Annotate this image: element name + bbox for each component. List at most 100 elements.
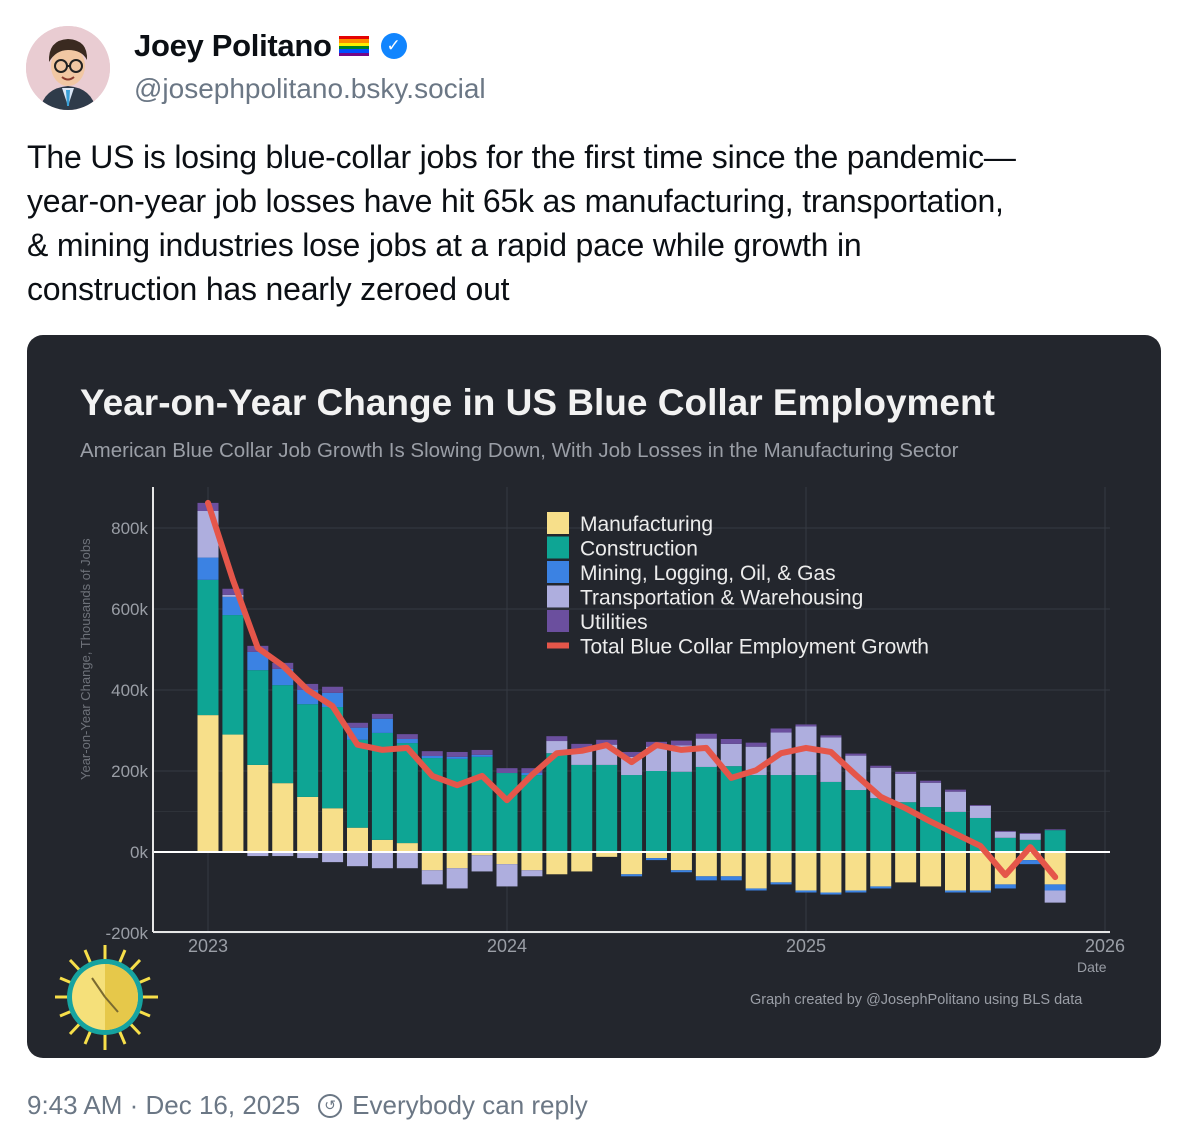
bar-construction [446, 758, 468, 852]
bar-manufacturing [521, 852, 543, 871]
bar-mining [421, 756, 443, 759]
post-text-line: & mining industries lose jobs at a rapid… [27, 227, 862, 263]
legend-swatch-utilities [547, 610, 569, 632]
bar-construction [920, 807, 942, 852]
y-tick-label: 0k [130, 843, 148, 862]
bar-manufacturing [272, 783, 294, 852]
bar-utilities [870, 765, 892, 768]
bar-mining [247, 651, 269, 671]
bar-transport [969, 805, 991, 818]
legend-swatch-transport [547, 585, 569, 608]
bar-construction [695, 766, 717, 852]
bar-manufacturing [347, 827, 368, 852]
bar-mining [845, 890, 867, 893]
verified-check-icon[interactable]: ✓ [380, 33, 407, 59]
bar-manufacturing [870, 852, 892, 887]
bar-utilities [845, 753, 867, 756]
bar-construction [322, 707, 344, 809]
bar-manufacturing [546, 852, 568, 875]
bar-transport [994, 831, 1016, 838]
bar-transport [1019, 833, 1041, 840]
x-axis-label: Date [1077, 959, 1107, 975]
reply-setting[interactable]: Everybody can reply [352, 1090, 588, 1120]
bar-construction [720, 766, 742, 852]
bar-manufacturing [695, 852, 717, 877]
post-text-line: The US is losing blue-collar jobs for th… [27, 139, 1016, 175]
bar-construction [621, 775, 643, 852]
bar-utilities [546, 736, 568, 742]
bar-utilities [571, 743, 593, 749]
bar-construction [745, 775, 767, 852]
bar-transport [521, 870, 543, 877]
y-tick-label: -200k [105, 924, 148, 943]
legend-swatch-total [547, 642, 569, 649]
bar-construction [471, 756, 493, 852]
x-tick-label: 2026 [1085, 936, 1125, 956]
author-handle[interactable]: @josephpolitano.bsky.social [134, 73, 486, 104]
bar-manufacturing [770, 852, 792, 883]
sun-logo-icon [55, 945, 158, 1050]
bar-transport [371, 852, 393, 869]
bar-manufacturing [571, 852, 593, 872]
bar-utilities [895, 771, 917, 774]
bar-manufacturing [895, 852, 917, 883]
bar-utilities [994, 830, 1016, 832]
bar-utilities [720, 739, 742, 744]
bar-construction [820, 781, 842, 852]
bar-utilities [820, 735, 842, 738]
bar-manufacturing [1019, 852, 1041, 861]
bar-mining [621, 874, 643, 877]
bar-utilities [1019, 832, 1041, 834]
avatar-illustration [26, 26, 110, 110]
x-tick-labels: 2023 2024 2025 2026 [188, 936, 1125, 956]
bar-construction [371, 732, 393, 840]
chart-svg: Year-on-Year Change in US Blue Collar Em… [55, 382, 1125, 1050]
bar-utilities [745, 742, 767, 747]
bar-manufacturing [371, 839, 393, 852]
post-timestamp[interactable]: 9:43 AM · Dec 16, 2025 [27, 1090, 301, 1120]
y-tick-label: 400k [111, 681, 148, 700]
bar-manufacturing [920, 852, 942, 887]
bar-mining [945, 890, 966, 893]
bar-transport [396, 852, 418, 869]
bar-mining [795, 890, 817, 893]
bar-utilities [795, 724, 817, 727]
bar-transport [720, 743, 742, 767]
bar-mining [396, 739, 418, 744]
rainbow-flag-icon [338, 36, 369, 56]
bar-utilities [446, 751, 468, 757]
chart-image[interactable]: Year-on-Year Change in US Blue Collar Em… [27, 335, 1161, 1058]
bar-mining [820, 892, 842, 895]
bar-utilities [471, 749, 493, 755]
bar-construction [546, 753, 568, 852]
bar-construction [870, 798, 892, 852]
bar-transport [446, 868, 468, 889]
bar-manufacturing [820, 852, 842, 893]
bar-manufacturing [446, 852, 468, 869]
bar-manufacturing [994, 852, 1016, 885]
author-display-name[interactable]: Joey Politano [134, 28, 332, 63]
bar-manufacturing [720, 852, 742, 877]
bar-manufacturing [496, 852, 518, 865]
bar-transport [347, 852, 368, 867]
bar-construction [895, 802, 917, 852]
bar-utilities [371, 713, 393, 719]
bar-manufacturing [969, 852, 991, 891]
avatar[interactable] [26, 26, 110, 110]
legend-label: Construction [580, 538, 698, 561]
bar-construction [521, 775, 543, 852]
bar-construction [845, 790, 867, 852]
bar-utilities [695, 733, 717, 739]
bar-transport [247, 852, 269, 857]
bar-manufacturing [745, 852, 767, 889]
bar-transport [945, 791, 966, 812]
bar-construction [247, 670, 269, 765]
bar-utilities [770, 728, 792, 733]
chart-credit: Graph created by @JosephPolitano using B… [750, 992, 1083, 1008]
bar-mining [446, 756, 468, 759]
bar-manufacturing [596, 852, 618, 857]
bar-manufacturing [197, 715, 219, 852]
bar-mining [1019, 860, 1041, 865]
bar-transport [496, 864, 518, 887]
post-footer: 9:43 AM · Dec 16, 2025 ↺ Everybody can r… [27, 1090, 588, 1121]
